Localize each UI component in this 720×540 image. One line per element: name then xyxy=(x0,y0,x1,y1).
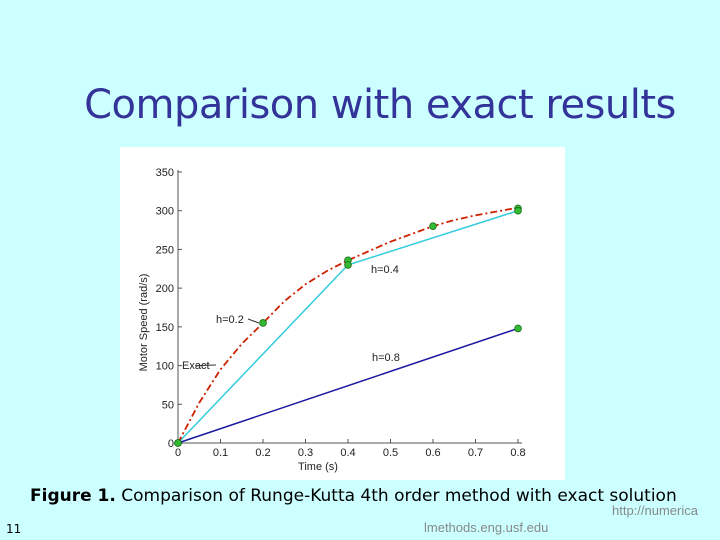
series-line-h08 xyxy=(177,327,519,444)
url-fragment-1: http://numerica xyxy=(612,503,698,518)
annotation-pointer xyxy=(195,364,217,367)
x-tick-label: 0.7 xyxy=(468,447,483,459)
motor-speed-chart: 0 50 100 150 200 250 300 350 0 0.1 0.2 0.3 0.4 0.5 0.6… xyxy=(138,167,526,473)
annotation-pointer xyxy=(247,318,260,324)
x-tick-label: 0.3 xyxy=(298,447,313,459)
y-tick-label: 0 xyxy=(168,438,174,450)
data-point-h02 xyxy=(429,222,437,230)
slide-title: Comparison with exact results xyxy=(84,82,676,128)
caption-text: Comparison of Runge-Kutta 4th order meth… xyxy=(121,486,677,506)
x-axis-label: Time (s) xyxy=(298,461,338,473)
x-tick-label: 0 xyxy=(175,447,181,459)
slide-number: 11 xyxy=(6,522,22,536)
y-tick-label: 200 xyxy=(156,283,174,295)
y-tick-label: 300 xyxy=(156,206,174,218)
chart-container: 0 50 100 150 200 250 300 350 0 0.1 0.2 0.3 0.4 0.5 0.6… xyxy=(120,147,565,480)
series-line-exact xyxy=(177,206,519,444)
y-tick-label: 50 xyxy=(162,399,174,411)
data-point-h04 xyxy=(514,206,522,215)
x-tick-label: 0.8 xyxy=(510,447,525,459)
y-axis-label: Motor Speed (rad/s) xyxy=(138,274,150,372)
y-tick-label: 100 xyxy=(156,361,174,373)
y-tick-label: 350 xyxy=(156,167,174,179)
annotation-label: h=0.4 xyxy=(371,264,399,276)
x-tick-label: 0.2 xyxy=(255,447,270,459)
annotation-label: h=0.2 xyxy=(216,314,244,326)
annotation-label: h=0.8 xyxy=(372,352,400,364)
data-point-h04 xyxy=(344,261,352,269)
data-point-h08 xyxy=(514,324,522,333)
x-tick-label: 0.1 xyxy=(213,447,228,459)
x-tick-label: 0.5 xyxy=(383,447,398,459)
series-line-h04 xyxy=(177,209,519,444)
url-fragment-2: lmethods.eng.usf.edu xyxy=(424,520,549,535)
data-point-h02 xyxy=(259,319,267,327)
y-tick-label: 250 xyxy=(156,244,174,256)
data-point-h08 xyxy=(174,439,182,447)
x-tick-label: 0.6 xyxy=(425,447,440,459)
figure-caption: Figure 1. Comparison of Runge-Kutta 4th … xyxy=(30,486,677,506)
caption-label: Figure 1. xyxy=(30,486,116,506)
x-tick-label: 0.4 xyxy=(340,447,355,459)
y-tick-label: 150 xyxy=(156,322,174,334)
